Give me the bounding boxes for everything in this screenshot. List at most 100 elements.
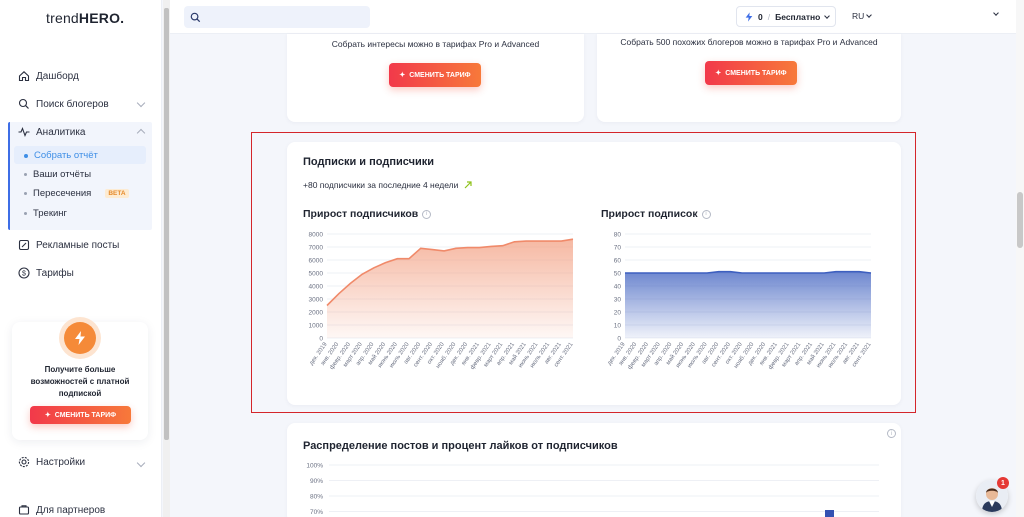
sidebar-item-settings[interactable]: Настройки: [18, 456, 85, 468]
y-tick-label: 7000: [309, 245, 324, 252]
y-tick-label: 2000: [309, 310, 324, 317]
separator: /: [767, 11, 771, 22]
bar: [825, 510, 834, 517]
chevron-down-icon[interactable]: [136, 98, 146, 108]
account-menu-chevron-icon[interactable]: [993, 10, 999, 16]
sparkle-icon: ✦: [715, 70, 722, 77]
info-icon[interactable]: i: [701, 209, 711, 219]
search-icon: [190, 12, 201, 22]
y-tick-label: 0: [319, 336, 323, 343]
sparkle-icon: ✦: [399, 72, 406, 79]
plan-selector[interactable]: 0 / Бесплатно: [736, 6, 836, 27]
dollar-icon: $: [18, 267, 30, 279]
chevron-down-icon[interactable]: [136, 458, 146, 468]
search-icon: [18, 98, 30, 110]
topbar: 0 / Бесплатно RU: [170, 0, 1016, 34]
y-tick-label: 80%: [310, 494, 323, 501]
plan-name: Бесплатно: [775, 11, 821, 22]
search-input[interactable]: [207, 11, 357, 23]
chart-title-following: Прирост подписок i: [601, 208, 711, 220]
upgrade-promo: Получите больше возможностей с платной п…: [12, 322, 148, 440]
sidebar-item-dashboard[interactable]: Дашборд: [18, 70, 79, 82]
active-item-highlight: [14, 146, 146, 164]
growth-summary: +80 подписчики за последние 4 недели: [303, 180, 472, 190]
change-plan-button[interactable]: ✦ Сменить тариф: [389, 63, 481, 87]
language-selector[interactable]: RU: [852, 11, 873, 21]
y-tick-label: 30: [614, 297, 622, 304]
y-tick-label: 6000: [309, 258, 324, 265]
distribution-chart: 100% 90% 80% 70%: [306, 463, 879, 517]
scrollbar-thumb[interactable]: [164, 8, 169, 440]
sidebar-item-tariffs[interactable]: $ Тарифы: [18, 267, 74, 279]
y-tick-label: 10: [614, 323, 622, 330]
home-icon: [18, 70, 30, 82]
svg-text:$: $: [22, 271, 26, 278]
sidebar-sub-collect-report[interactable]: Собрать отчёт: [24, 150, 98, 161]
y-tick-label: 60: [614, 258, 622, 265]
sidebar-item-label: Поиск блогеров: [36, 98, 109, 110]
sidebar-sub-intersections[interactable]: Пересечения BETA: [24, 188, 129, 199]
y-tick-label: 4000: [309, 284, 324, 291]
sidebar: trendHERO. Дашборд Поиск блогеров Аналит…: [0, 0, 162, 517]
sidebar-sub-your-reports[interactable]: Ваши отчёты: [24, 169, 91, 180]
info-icon[interactable]: i: [422, 209, 432, 219]
series-line: [326, 238, 574, 307]
lightning-icon: [64, 322, 96, 354]
y-tick-label: 1000: [309, 323, 324, 330]
sidebar-item-search[interactable]: Поиск блогеров: [18, 98, 109, 110]
subscriptions-card: Подписки и подписчики +80 подписчики за …: [287, 142, 901, 405]
beta-badge: BETA: [105, 189, 129, 198]
series-line: [625, 270, 872, 274]
sidebar-scrollbar[interactable]: [163, 0, 170, 517]
sidebar-sub-tracking[interactable]: Трекинг: [24, 208, 67, 219]
y-tick-label: 3000: [309, 297, 324, 304]
analytics-submenu: [8, 122, 152, 230]
partners-icon: [18, 504, 30, 516]
y-tick-label: 8000: [309, 232, 324, 239]
change-plan-button[interactable]: ✦ Сменить тариф: [30, 406, 131, 424]
sidebar-item-label: Тарифы: [36, 267, 74, 279]
chevron-down-icon: [824, 12, 831, 19]
info-icon[interactable]: i: [887, 429, 896, 438]
promo-text: Получите больше возможностей с платной п…: [30, 365, 130, 398]
distribution-card: Распределение постов и процент лайков от…: [287, 423, 901, 517]
ad-icon: [18, 239, 30, 251]
upsell-text: Собрать интересы можно в тарифах Pro и A…: [331, 39, 540, 49]
y-tick-label: 70%: [310, 509, 323, 516]
chart-title-followers: Прирост подписчиков i: [303, 208, 432, 220]
sidebar-item-label: Настройки: [36, 456, 86, 468]
pulse-icon: [18, 126, 30, 138]
page-scrollbar[interactable]: [1016, 0, 1024, 517]
series-area: [625, 271, 871, 338]
series-area: [327, 239, 573, 338]
sidebar-item-label: Дашборд: [36, 70, 79, 82]
upsell-card-similar: Собрать 500 похожих блогеров можно в тар…: [597, 34, 901, 122]
sidebar-item-label: Рекламные посты: [36, 239, 120, 251]
chevron-down-icon: [866, 12, 873, 18]
scrollbar-thumb[interactable]: [1017, 192, 1023, 248]
gear-icon: [18, 456, 30, 468]
y-tick-label: 40: [614, 284, 622, 291]
card-title: Подписки и подписчики: [303, 156, 434, 168]
upsell-text: Собрать 500 похожих блогеров можно в тар…: [620, 37, 878, 47]
change-plan-button[interactable]: ✦ Сменить тариф: [705, 61, 797, 85]
y-tick-label: 90%: [310, 478, 323, 485]
y-tick-label: 70: [614, 245, 622, 252]
sidebar-item-analytics[interactable]: Аналитика: [18, 126, 86, 138]
notification-badge: 1: [997, 477, 1009, 489]
balance-value: 0: [758, 11, 763, 22]
search-box[interactable]: [184, 6, 370, 28]
lightning-icon: [745, 11, 753, 22]
sidebar-item-partners[interactable]: Для партнеров: [18, 504, 105, 516]
y-tick-label: 50: [614, 271, 622, 278]
y-tick-label: 20: [614, 310, 622, 317]
sidebar-item-ad-posts[interactable]: Рекламные посты: [18, 239, 119, 251]
y-tick-label: 80: [614, 232, 622, 239]
sidebar-item-label: Для партнеров: [36, 504, 106, 516]
y-tick-label: 100%: [306, 463, 323, 470]
logo[interactable]: trendHERO.: [46, 10, 125, 26]
arrow-up-right-icon: [464, 181, 472, 189]
sidebar-item-label: Аналитика: [36, 126, 86, 138]
